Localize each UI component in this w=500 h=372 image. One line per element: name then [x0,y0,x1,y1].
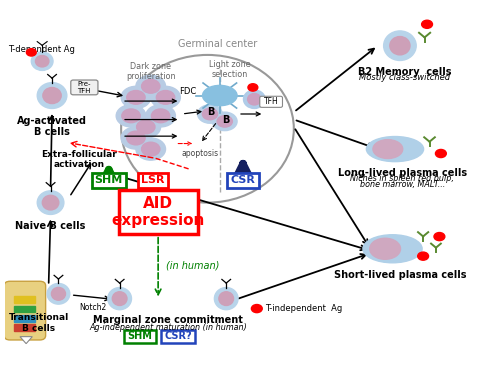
Text: Ag-independent maturation (in human): Ag-independent maturation (in human) [89,323,247,331]
Text: Ag-activated
B cells: Ag-activated B cells [17,116,87,137]
Bar [227,173,260,188]
Ellipse shape [52,288,66,300]
Bar [14,296,35,303]
Text: B2 Memory  cells: B2 Memory cells [358,67,452,77]
Ellipse shape [373,140,402,158]
Ellipse shape [214,288,238,310]
Text: TFH: TFH [264,97,278,106]
Text: Notch2: Notch2 [80,303,106,312]
Ellipse shape [202,86,237,106]
Text: Germinal center: Germinal center [178,39,257,49]
Text: T-independent  Ag: T-independent Ag [265,304,342,313]
Ellipse shape [142,80,160,93]
Text: SHM: SHM [127,331,152,341]
Ellipse shape [136,120,155,134]
Ellipse shape [108,288,132,310]
Ellipse shape [390,36,410,55]
Ellipse shape [37,83,67,109]
Ellipse shape [156,90,174,104]
Ellipse shape [136,75,166,97]
Ellipse shape [43,87,61,103]
Text: Dark zone
proliferation: Dark zone proliferation [126,62,176,81]
Text: CSR?: CSR? [164,331,192,341]
Circle shape [248,84,258,91]
Text: Extra-follicular
activation: Extra-follicular activation [42,150,117,169]
Ellipse shape [121,86,150,109]
Text: CSR: CSR [231,176,256,186]
Text: Pre-
TFH: Pre- TFH [78,81,91,94]
FancyBboxPatch shape [4,281,45,340]
Ellipse shape [142,142,160,156]
Text: T-dependent Ag: T-dependent Ag [8,45,74,54]
Text: B: B [207,107,214,117]
Ellipse shape [121,127,150,149]
Text: SHM: SHM [94,176,123,186]
Ellipse shape [248,93,261,105]
Circle shape [26,49,36,56]
Ellipse shape [112,292,127,305]
Ellipse shape [363,235,422,263]
Bar [138,173,168,188]
Ellipse shape [37,191,64,214]
Text: Transitional
B cells: Transitional B cells [8,313,69,333]
Text: B: B [222,115,230,125]
Ellipse shape [366,137,424,161]
Ellipse shape [122,109,140,123]
Ellipse shape [244,90,265,109]
Bar [14,324,35,331]
Bar [14,315,35,321]
Ellipse shape [384,31,416,61]
Ellipse shape [131,116,160,138]
Ellipse shape [36,55,49,67]
FancyBboxPatch shape [260,96,282,108]
Ellipse shape [212,112,237,131]
Ellipse shape [202,108,218,120]
Text: bone marrow, MALT...: bone marrow, MALT... [360,180,445,189]
Circle shape [418,252,428,260]
Ellipse shape [136,138,166,160]
Ellipse shape [42,195,59,210]
Text: Light zone
selection: Light zone selection [209,60,250,79]
Bar [160,330,195,343]
Ellipse shape [116,105,146,127]
Text: LSR: LSR [142,176,165,186]
Ellipse shape [32,52,53,70]
Text: Marginal zone commitment: Marginal zone commitment [93,315,243,325]
Ellipse shape [198,105,222,123]
Circle shape [252,305,262,312]
Ellipse shape [126,131,145,145]
Circle shape [422,20,432,28]
Text: FDC: FDC [179,87,196,96]
Bar [14,306,35,312]
Text: apoptosis: apoptosis [182,149,218,158]
Bar [118,190,198,234]
Ellipse shape [47,283,70,304]
Ellipse shape [150,86,180,109]
Text: Niches in spleen red pulp,: Niches in spleen red pulp, [350,174,455,183]
Text: Naive B cells: Naive B cells [16,221,86,231]
Text: (in human): (in human) [166,260,219,270]
Circle shape [436,150,446,158]
Bar [124,330,156,343]
Ellipse shape [219,292,234,305]
Ellipse shape [146,105,176,127]
Circle shape [434,232,445,241]
Ellipse shape [217,116,232,127]
Bar [92,173,126,188]
Ellipse shape [126,90,145,104]
Text: Long-lived plasma cells: Long-lived plasma cells [338,168,467,178]
Ellipse shape [370,238,400,259]
Ellipse shape [152,109,170,123]
Polygon shape [20,337,32,344]
Text: Mostly class-switched: Mostly class-switched [360,73,450,82]
Text: AID
expression: AID expression [112,196,205,228]
FancyBboxPatch shape [71,80,98,95]
Text: Short-lived plasma cells: Short-lived plasma cells [334,270,466,280]
